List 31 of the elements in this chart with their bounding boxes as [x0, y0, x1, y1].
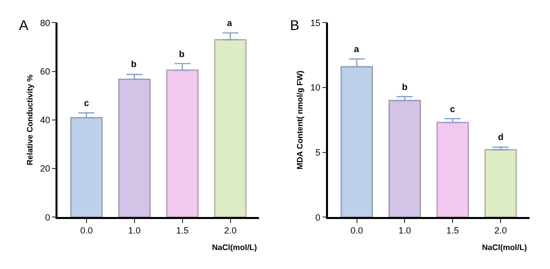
x-tick-label: 1.0 [398, 226, 411, 236]
annotation: b [179, 49, 185, 59]
x-tick-label: 2.0 [224, 226, 237, 236]
x-tick-label: 1.5 [446, 226, 459, 236]
x-axis-title: NaCl(mol/L) [482, 243, 528, 252]
y-tick-label: 40 [40, 115, 50, 126]
y-tick-label: 0 [45, 212, 50, 222]
annotation: c [84, 98, 90, 108]
annotation: a [227, 18, 233, 28]
x-tick-label: 0.0 [80, 226, 93, 236]
chart-title: B [290, 17, 300, 33]
y-tick-label: 20 [40, 164, 50, 174]
x-axis-title: NaCl(mol/L) [212, 243, 258, 252]
x-tick-label: 1.5 [176, 226, 189, 236]
y-tick-label: 0 [315, 212, 320, 222]
y-tick-label: 60 [40, 66, 50, 76]
annotation: d [498, 132, 504, 142]
annotation: b [131, 59, 137, 69]
x-tick-label: 0.0 [350, 226, 364, 236]
annotation: c [450, 104, 456, 114]
y-axis-title: MDA Content( nmol/g FW) [296, 70, 305, 170]
chart-title: A [19, 17, 29, 33]
y-tick-label: 80 [40, 18, 50, 28]
x-tick-label: 1.0 [128, 226, 141, 236]
x-tick-label: 2.0 [494, 226, 507, 236]
y-tick-label: 5 [315, 147, 320, 158]
y-tick-label: 10 [310, 82, 320, 93]
y-tick-label: 15 [310, 18, 320, 28]
annotation: b [402, 82, 408, 92]
y-axis-title: Relative Conductivity % [25, 74, 34, 166]
annotation: a [354, 44, 360, 54]
